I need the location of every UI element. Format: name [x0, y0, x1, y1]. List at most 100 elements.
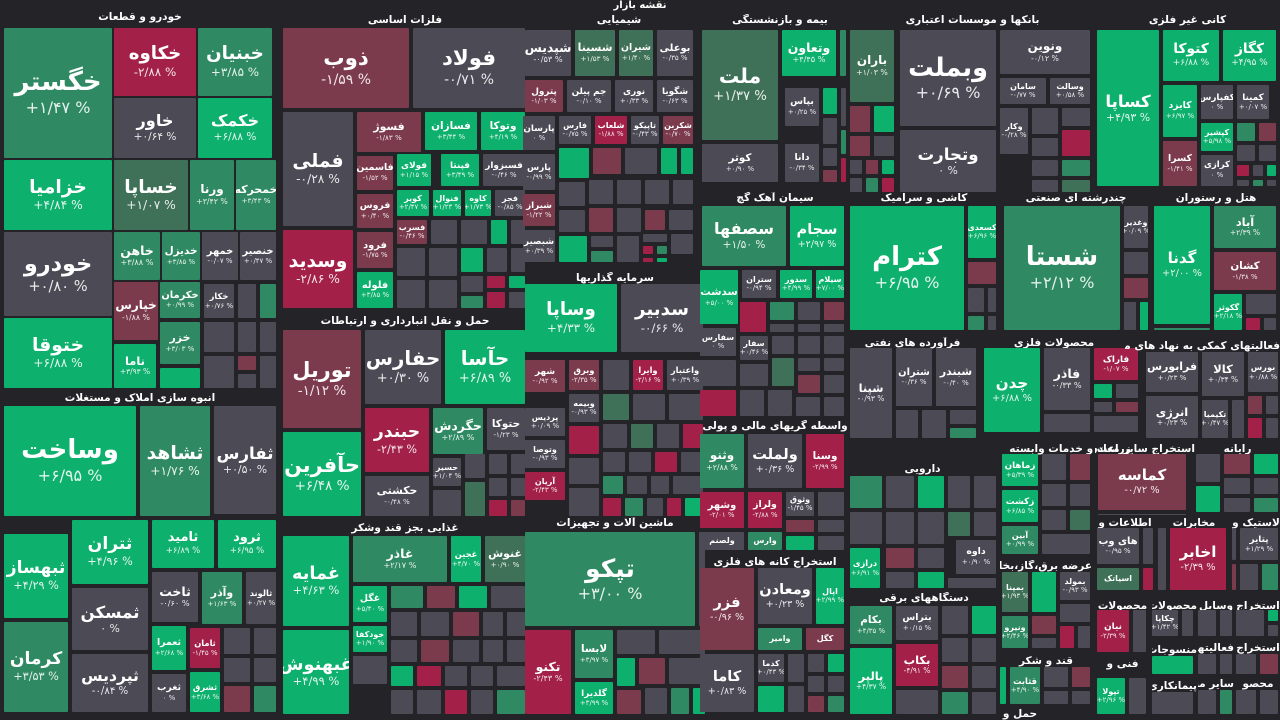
stock-tile[interactable]: شیراز -۱/۲۲ % [523, 194, 555, 226]
tile-filler[interactable] [671, 688, 689, 714]
stock-tile[interactable]: غجین +۴/۷۰ % [451, 536, 481, 582]
tile-filler[interactable] [1032, 616, 1056, 634]
tile-filler[interactable] [1237, 145, 1255, 161]
tile-filler[interactable] [160, 368, 200, 388]
stock-tile[interactable]: کترام +۶/۹۵ % [850, 206, 964, 330]
tile-filler[interactable] [1262, 564, 1278, 590]
stock-tile[interactable]: ورنا +۳/۴۲ % [190, 160, 234, 230]
tile-filler[interactable] [1246, 294, 1276, 314]
stock-tile[interactable]: شیران +۱/۴۰ % [619, 30, 653, 76]
stock-tile[interactable]: گکوثر +۲/۱۸ % [1214, 294, 1242, 330]
tile-filler[interactable] [661, 148, 677, 174]
tile-filler[interactable] [1253, 180, 1263, 186]
tile-filler[interactable] [429, 248, 457, 276]
stock-tile[interactable]: کایزد +۶/۹۷ % [1163, 85, 1197, 137]
tile-filler[interactable] [471, 666, 493, 686]
tile-filler[interactable] [238, 374, 256, 388]
stock-tile[interactable]: آبین +۰/۹۹ % [1002, 526, 1038, 554]
tile-filler[interactable] [431, 220, 457, 244]
stock-tile[interactable]: فزر -۰/۹۶ % [700, 568, 754, 650]
tile-filler[interactable] [1268, 610, 1278, 621]
tile-filler[interactable] [850, 512, 882, 544]
tile-filler[interactable] [918, 572, 944, 588]
tile-filler[interactable] [465, 482, 485, 516]
tile-filler[interactable] [1094, 402, 1112, 412]
tile-filler[interactable] [1032, 108, 1058, 134]
stock-tile[interactable]: خزر +۳/۰۳ % [160, 322, 200, 364]
tile-filler[interactable] [922, 410, 946, 438]
stock-tile[interactable]: ثالوند +۰/۲۷ % [246, 572, 276, 624]
tile-filler[interactable] [497, 666, 525, 686]
stock-tile[interactable]: وساخت +۶/۹۵ % [4, 406, 136, 516]
tile-filler[interactable] [1062, 160, 1090, 176]
tile-filler[interactable] [260, 322, 276, 352]
stock-tile[interactable]: سفارس ۰ % [700, 328, 736, 356]
tile-filler[interactable] [1042, 484, 1066, 506]
stock-tile[interactable]: وغدیر+۰/۰۹ % [1124, 206, 1148, 248]
stock-tile[interactable]: فرود -۱/۷۵ % [357, 232, 393, 268]
stock-tile[interactable]: فسازان +۳/۴۴ % [425, 112, 477, 150]
tile-filler[interactable] [968, 288, 984, 312]
stock-tile[interactable]: وسنا -۲/۹۹ % [806, 434, 844, 488]
tile-filler[interactable] [798, 324, 820, 332]
tile-filler[interactable] [818, 536, 844, 550]
tile-filler[interactable] [589, 180, 613, 204]
tile-filler[interactable] [673, 476, 703, 494]
tile-filler[interactable] [840, 30, 846, 76]
stock-tile[interactable]: کرمان +۳/۵۳ % [4, 622, 68, 712]
stock-tile[interactable]: خدیزل +۳/۸۵ % [162, 232, 200, 280]
stock-tile[interactable]: ثامید +۶/۸۹ % [152, 520, 214, 568]
stock-tile[interactable]: خودکفا +۱/۹۰ % [353, 626, 387, 652]
stock-tile[interactable]: حکشتی -۰/۴۸ % [365, 476, 429, 516]
tile-filler[interactable] [1236, 654, 1256, 674]
tile-filler[interactable] [1032, 572, 1056, 612]
tile-filler[interactable] [874, 106, 894, 132]
tile-filler[interactable] [1237, 123, 1255, 141]
tile-filler[interactable] [391, 640, 417, 662]
tile-filler[interactable] [238, 322, 256, 352]
tile-filler[interactable] [511, 478, 525, 496]
tile-filler[interactable] [1094, 384, 1112, 398]
stock-tile[interactable]: نوری +۰/۳۳ % [615, 80, 653, 112]
stock-tile[interactable]: وتوکا +۴/۱۹ % [481, 112, 525, 150]
stock-tile[interactable]: تکنو -۲/۴۳ % [525, 630, 571, 714]
stock-tile[interactable]: بتراس +۰/۱۵ % [896, 606, 938, 640]
stock-tile[interactable]: فاراک -۱/۰۷ % [1094, 348, 1138, 380]
tile-filler[interactable] [659, 630, 705, 654]
stock-tile[interactable]: خکار +۰/۷۶ % [204, 284, 234, 318]
stock-tile[interactable]: بوعلی -۰/۳۵ % [657, 30, 693, 76]
stock-tile[interactable]: فروس +۰/۴۰ % [357, 194, 393, 228]
stock-tile[interactable]: ثامان -۱/۴۵ % [190, 628, 220, 668]
stock-tile[interactable]: شتران -۰/۳۶ % [896, 348, 932, 406]
tile-filler[interactable] [224, 658, 250, 682]
stock-tile[interactable]: پردیس +۰/۰۹ % [525, 408, 565, 436]
tile-filler[interactable] [643, 246, 653, 254]
stock-tile[interactable]: وکار -۰/۲۸ % [1000, 108, 1028, 154]
tile-filler[interactable] [1264, 318, 1276, 330]
stock-tile[interactable]: بکاب -۴/۹۱ % [896, 644, 938, 686]
tile-filler[interactable] [824, 336, 844, 354]
tile-filler[interactable] [768, 390, 792, 416]
stock-tile[interactable]: وثوق -۱/۴۵ % [786, 492, 814, 516]
tile-filler[interactable] [657, 424, 679, 448]
tile-filler[interactable] [643, 234, 667, 242]
tile-filler[interactable] [798, 336, 820, 354]
stock-tile[interactable]: ثاخت -۰/۶۰ % [152, 572, 198, 622]
tile-filler[interactable] [617, 658, 635, 686]
stock-tile[interactable]: فنوال +۱/۲۳ % [433, 190, 461, 216]
tile-filler[interactable] [828, 654, 844, 672]
tile-filler[interactable] [671, 234, 693, 254]
stock-tile[interactable]: کفپارس۰ % [1201, 85, 1233, 119]
tile-filler[interactable] [511, 454, 525, 474]
stock-tile[interactable]: ونیرو +۲/۴۶ % [1002, 616, 1028, 648]
tile-filler[interactable] [224, 686, 250, 712]
tile-filler[interactable] [639, 658, 665, 684]
tile-filler[interactable] [559, 182, 585, 206]
tile-filler[interactable] [1267, 165, 1276, 176]
stock-tile[interactable]: غبهنوش +۴/۹۹ % [283, 630, 349, 714]
stock-tile[interactable]: فاسمین -۱/۵۲ % [357, 156, 393, 190]
tile-filler[interactable] [786, 536, 814, 550]
tile-filler[interactable] [824, 358, 844, 371]
stock-tile[interactable]: کاوه +۱/۷۳ % [465, 190, 491, 216]
tile-filler[interactable] [1062, 180, 1090, 192]
